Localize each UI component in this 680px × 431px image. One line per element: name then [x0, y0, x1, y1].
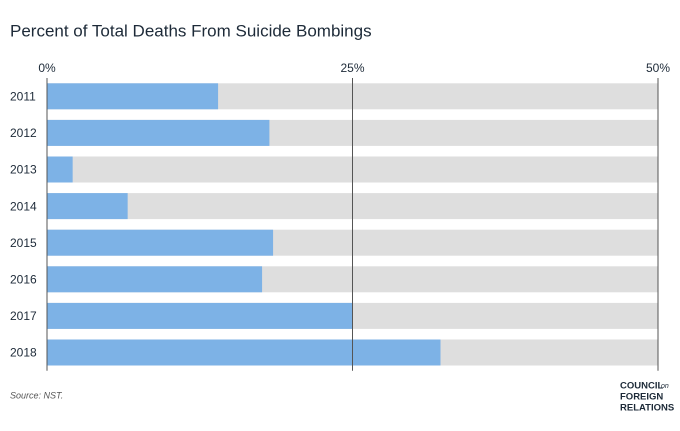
y-tick-label: 2012 [10, 126, 37, 140]
y-tick-label: 2017 [10, 309, 37, 323]
logo-text: COUNCIL [620, 381, 663, 392]
bar [47, 83, 219, 110]
y-tick-label: 2011 [10, 89, 36, 103]
bar [47, 229, 274, 256]
x-tick-label: 50% [646, 61, 670, 75]
y-tick-label: 2014 [10, 199, 37, 213]
y-tick-label: 2018 [10, 346, 37, 360]
bar [47, 156, 73, 183]
chart-title: Percent of Total Deaths From Suicide Bom… [10, 21, 372, 40]
bar [47, 266, 263, 293]
y-tick-label: 2015 [10, 236, 37, 250]
source: Source: NST. [10, 390, 63, 400]
logo-text: on [661, 383, 669, 390]
bar [47, 302, 353, 329]
bar [47, 339, 441, 366]
bar [47, 119, 270, 146]
x-tick-label: 25% [340, 61, 364, 75]
y-tick-label: 2016 [10, 272, 37, 286]
logo: COUNCIL on FOREIGN RELATIONS [620, 381, 674, 414]
logo-text: FOREIGN [620, 392, 663, 403]
y-tick-label: 2013 [10, 163, 37, 177]
logo-text: RELATIONS [620, 403, 674, 414]
x-tick-label: 0% [38, 61, 56, 75]
bar [47, 193, 128, 220]
